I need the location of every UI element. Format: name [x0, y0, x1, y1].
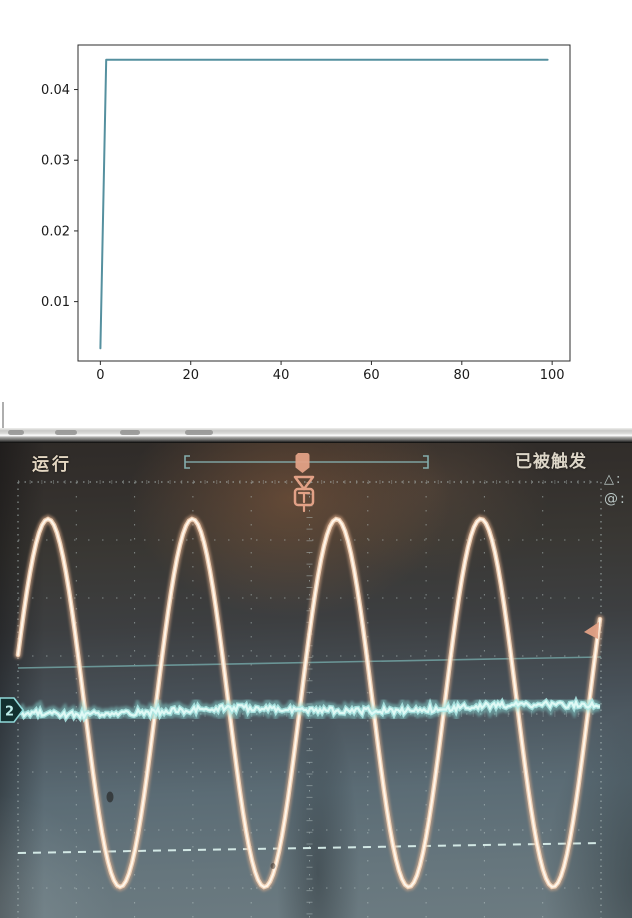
y-tick-label: 0.04 [41, 83, 70, 98]
notebook-gap [0, 400, 632, 428]
bezel-reflection [185, 430, 213, 435]
screen-blemish [270, 863, 276, 869]
bezel-reflection [120, 430, 140, 435]
axes-spines [77, 44, 571, 362]
bezel-reflection [8, 430, 24, 435]
trigger-down-arrow [293, 475, 315, 491]
matplotlib-figure: 0 20 40 60 80 100 0.01 0.02 0.03 0.04 [0, 0, 632, 400]
y-tick-label: 0.01 [41, 295, 70, 310]
chart-plot-area: 0 20 40 60 80 100 0.01 0.02 0.03 0.04 [0, 0, 632, 400]
x-tick-label: 60 [363, 368, 380, 383]
x-tick-label: 100 [540, 368, 565, 383]
y-tick-label: 0.02 [41, 224, 70, 239]
y-tick-label: 0.03 [41, 154, 70, 169]
trigger-letter-T [297, 491, 311, 513]
scope-graticule-and-traces: 2 [0, 453, 604, 918]
cursor-line-dashed [17, 842, 602, 854]
scope-screen: 2 运行 已被触发 △: @: [0, 443, 632, 918]
ch2-waveform-core [19, 699, 601, 720]
oscilloscope-photo: 2 运行 已被触发 △: @: [0, 400, 632, 918]
trigger-level-arrow [584, 622, 599, 639]
x-tick-label: 80 [454, 368, 471, 383]
scope-bezel [0, 428, 632, 443]
screen-blemish [106, 791, 114, 803]
ch1-waveform-core [17, 517, 601, 889]
x-tick-label: 20 [182, 368, 199, 383]
h-bar-left-bracket [184, 455, 190, 469]
channel2-badge [0, 697, 24, 723]
bezel-reflection [55, 430, 77, 435]
page-margin-line [2, 402, 4, 428]
x-tick-label: 0 [96, 368, 104, 383]
h-bar-right-bracket [423, 455, 429, 469]
trigger-position-marker [295, 453, 310, 473]
chart-line-trace [99, 58, 549, 350]
channel2-badge-label: 2 [5, 705, 14, 720]
x-tick-label: 40 [273, 368, 290, 383]
